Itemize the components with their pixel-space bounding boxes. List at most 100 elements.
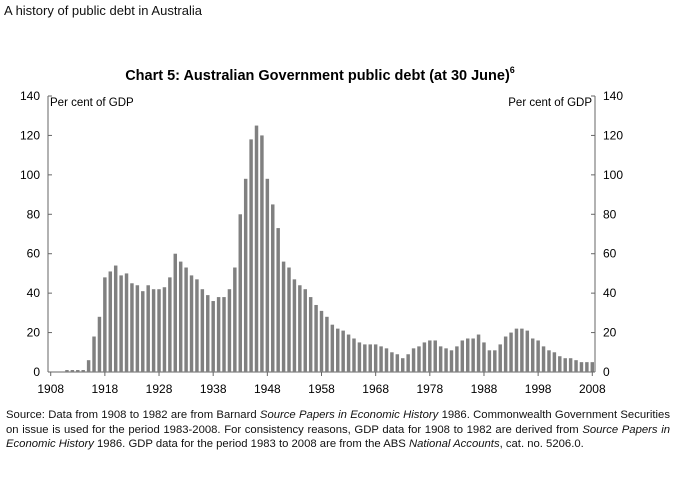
bar-2001: [552, 352, 557, 372]
bar-1955: [303, 289, 307, 372]
bar-1949: [271, 204, 275, 372]
y-tick-label-left: 0: [33, 365, 40, 379]
bar-1964: [352, 338, 356, 372]
bar-1935: [195, 279, 199, 372]
bar-1983: [455, 346, 459, 372]
y-tick-label-left: 40: [27, 286, 41, 300]
source-note-part: Source Papers in Economic History: [6, 423, 670, 451]
debt-bar-chart: Chart 5: Australian Government public de…: [20, 65, 623, 396]
bar-1937: [206, 295, 210, 372]
y-axis-label-left: Per cent of GDP: [50, 97, 134, 109]
bar-1938: [211, 301, 215, 372]
y-tick-label-left: 140: [20, 89, 40, 103]
source-note-part: , cat. no. 5206.0.: [499, 438, 584, 450]
bar-1946: [254, 125, 259, 372]
bar-1990: [493, 350, 497, 372]
bar-1972: [395, 354, 400, 372]
source-note-part: Source: Data from 1908 to 1982 are from …: [6, 409, 260, 421]
bar-1941: [227, 289, 232, 372]
x-tick-label: 1988: [471, 382, 498, 396]
bar-2006: [579, 362, 584, 372]
bar-1960: [330, 324, 335, 372]
bar-1976: [417, 346, 421, 372]
bar-1957: [314, 304, 318, 372]
bar-1944: [243, 178, 248, 372]
bar-1971: [390, 352, 394, 372]
y-tick-label-right: 80: [603, 207, 617, 221]
bar-1961: [336, 328, 340, 372]
bar-1958: [319, 310, 324, 372]
bar-2003: [563, 358, 567, 372]
bar-1962: [341, 330, 345, 372]
bar-1996: [525, 330, 530, 372]
bar-1986: [471, 338, 475, 372]
bar-1920: [113, 265, 118, 372]
bar-1991: [498, 344, 502, 372]
bar-1970: [384, 348, 389, 372]
bar-1923: [130, 283, 134, 372]
source-note-part: Source Papers in Economic History: [259, 409, 439, 421]
bar-1917: [97, 316, 102, 372]
bar-1999: [541, 346, 546, 372]
source-note-part: 1986. GDP data for the period 1983 to 20…: [93, 438, 409, 450]
source-note-part: National Accounts: [408, 438, 500, 450]
bar-1916: [92, 336, 96, 372]
bar-1913: [76, 370, 80, 372]
bar-1942: [233, 267, 237, 372]
y-tick-label-right: 140: [603, 89, 623, 103]
bar-1992: [503, 336, 508, 372]
bar-1924: [135, 285, 140, 372]
source-note: Source: Data from 1908 to 1982 are from …: [6, 408, 670, 452]
y-tick-label-left: 120: [20, 128, 40, 142]
bar-2002: [558, 356, 562, 372]
bar-1963: [346, 334, 351, 372]
bar-1979: [433, 340, 437, 372]
x-tick-label: 1978: [416, 382, 443, 396]
bar-2004: [568, 358, 573, 372]
bar-1947: [260, 135, 264, 372]
bar-1987: [476, 334, 481, 372]
bar-1919: [108, 271, 113, 372]
bar-1984: [460, 340, 465, 372]
bar-1981: [444, 348, 448, 372]
bar-2008: [590, 362, 595, 372]
y-tick-label-right: 120: [603, 128, 623, 142]
y-tick-label-right: 60: [603, 247, 617, 261]
x-tick-label: 1928: [146, 382, 173, 396]
bar-1959: [325, 316, 329, 372]
bar-1993: [509, 332, 513, 372]
page-title: A history of public debt in Australia: [4, 3, 203, 18]
bar-1918: [103, 277, 107, 372]
y-axis-label-right: Per cent of GDP: [508, 97, 592, 109]
bar-1915: [86, 360, 91, 372]
y-tick-label-right: 40: [603, 286, 617, 300]
bar-1943: [238, 214, 242, 372]
bar-1929: [162, 287, 167, 372]
y-tick-label-left: 60: [27, 247, 41, 261]
bar-1952: [287, 267, 291, 372]
y-tick-label-left: 100: [20, 168, 40, 182]
bar-2000: [547, 350, 551, 372]
bar-1956: [308, 297, 313, 372]
bar-1977: [422, 342, 427, 372]
bar-1966: [363, 344, 367, 372]
bar-1988: [482, 342, 486, 372]
chart-title: Chart 5: Australian Government public de…: [125, 65, 515, 84]
bar-1912: [70, 370, 75, 372]
bar-1973: [401, 358, 405, 372]
bar-1939: [216, 297, 221, 372]
bar-2005: [574, 360, 578, 372]
x-tick-label: 1908: [37, 382, 64, 396]
bar-1954: [298, 285, 302, 372]
bar-1968: [373, 344, 378, 372]
bar-1995: [520, 328, 524, 372]
y-tick-label-right: 100: [603, 168, 623, 182]
bar-1994: [514, 328, 519, 372]
bar-1974: [406, 354, 410, 372]
bar-1945: [249, 139, 253, 372]
bar-1931: [173, 253, 178, 372]
bar-1978: [428, 340, 432, 372]
bar-1980: [438, 346, 443, 372]
bar-1948: [265, 178, 270, 372]
bar-1922: [124, 273, 129, 372]
